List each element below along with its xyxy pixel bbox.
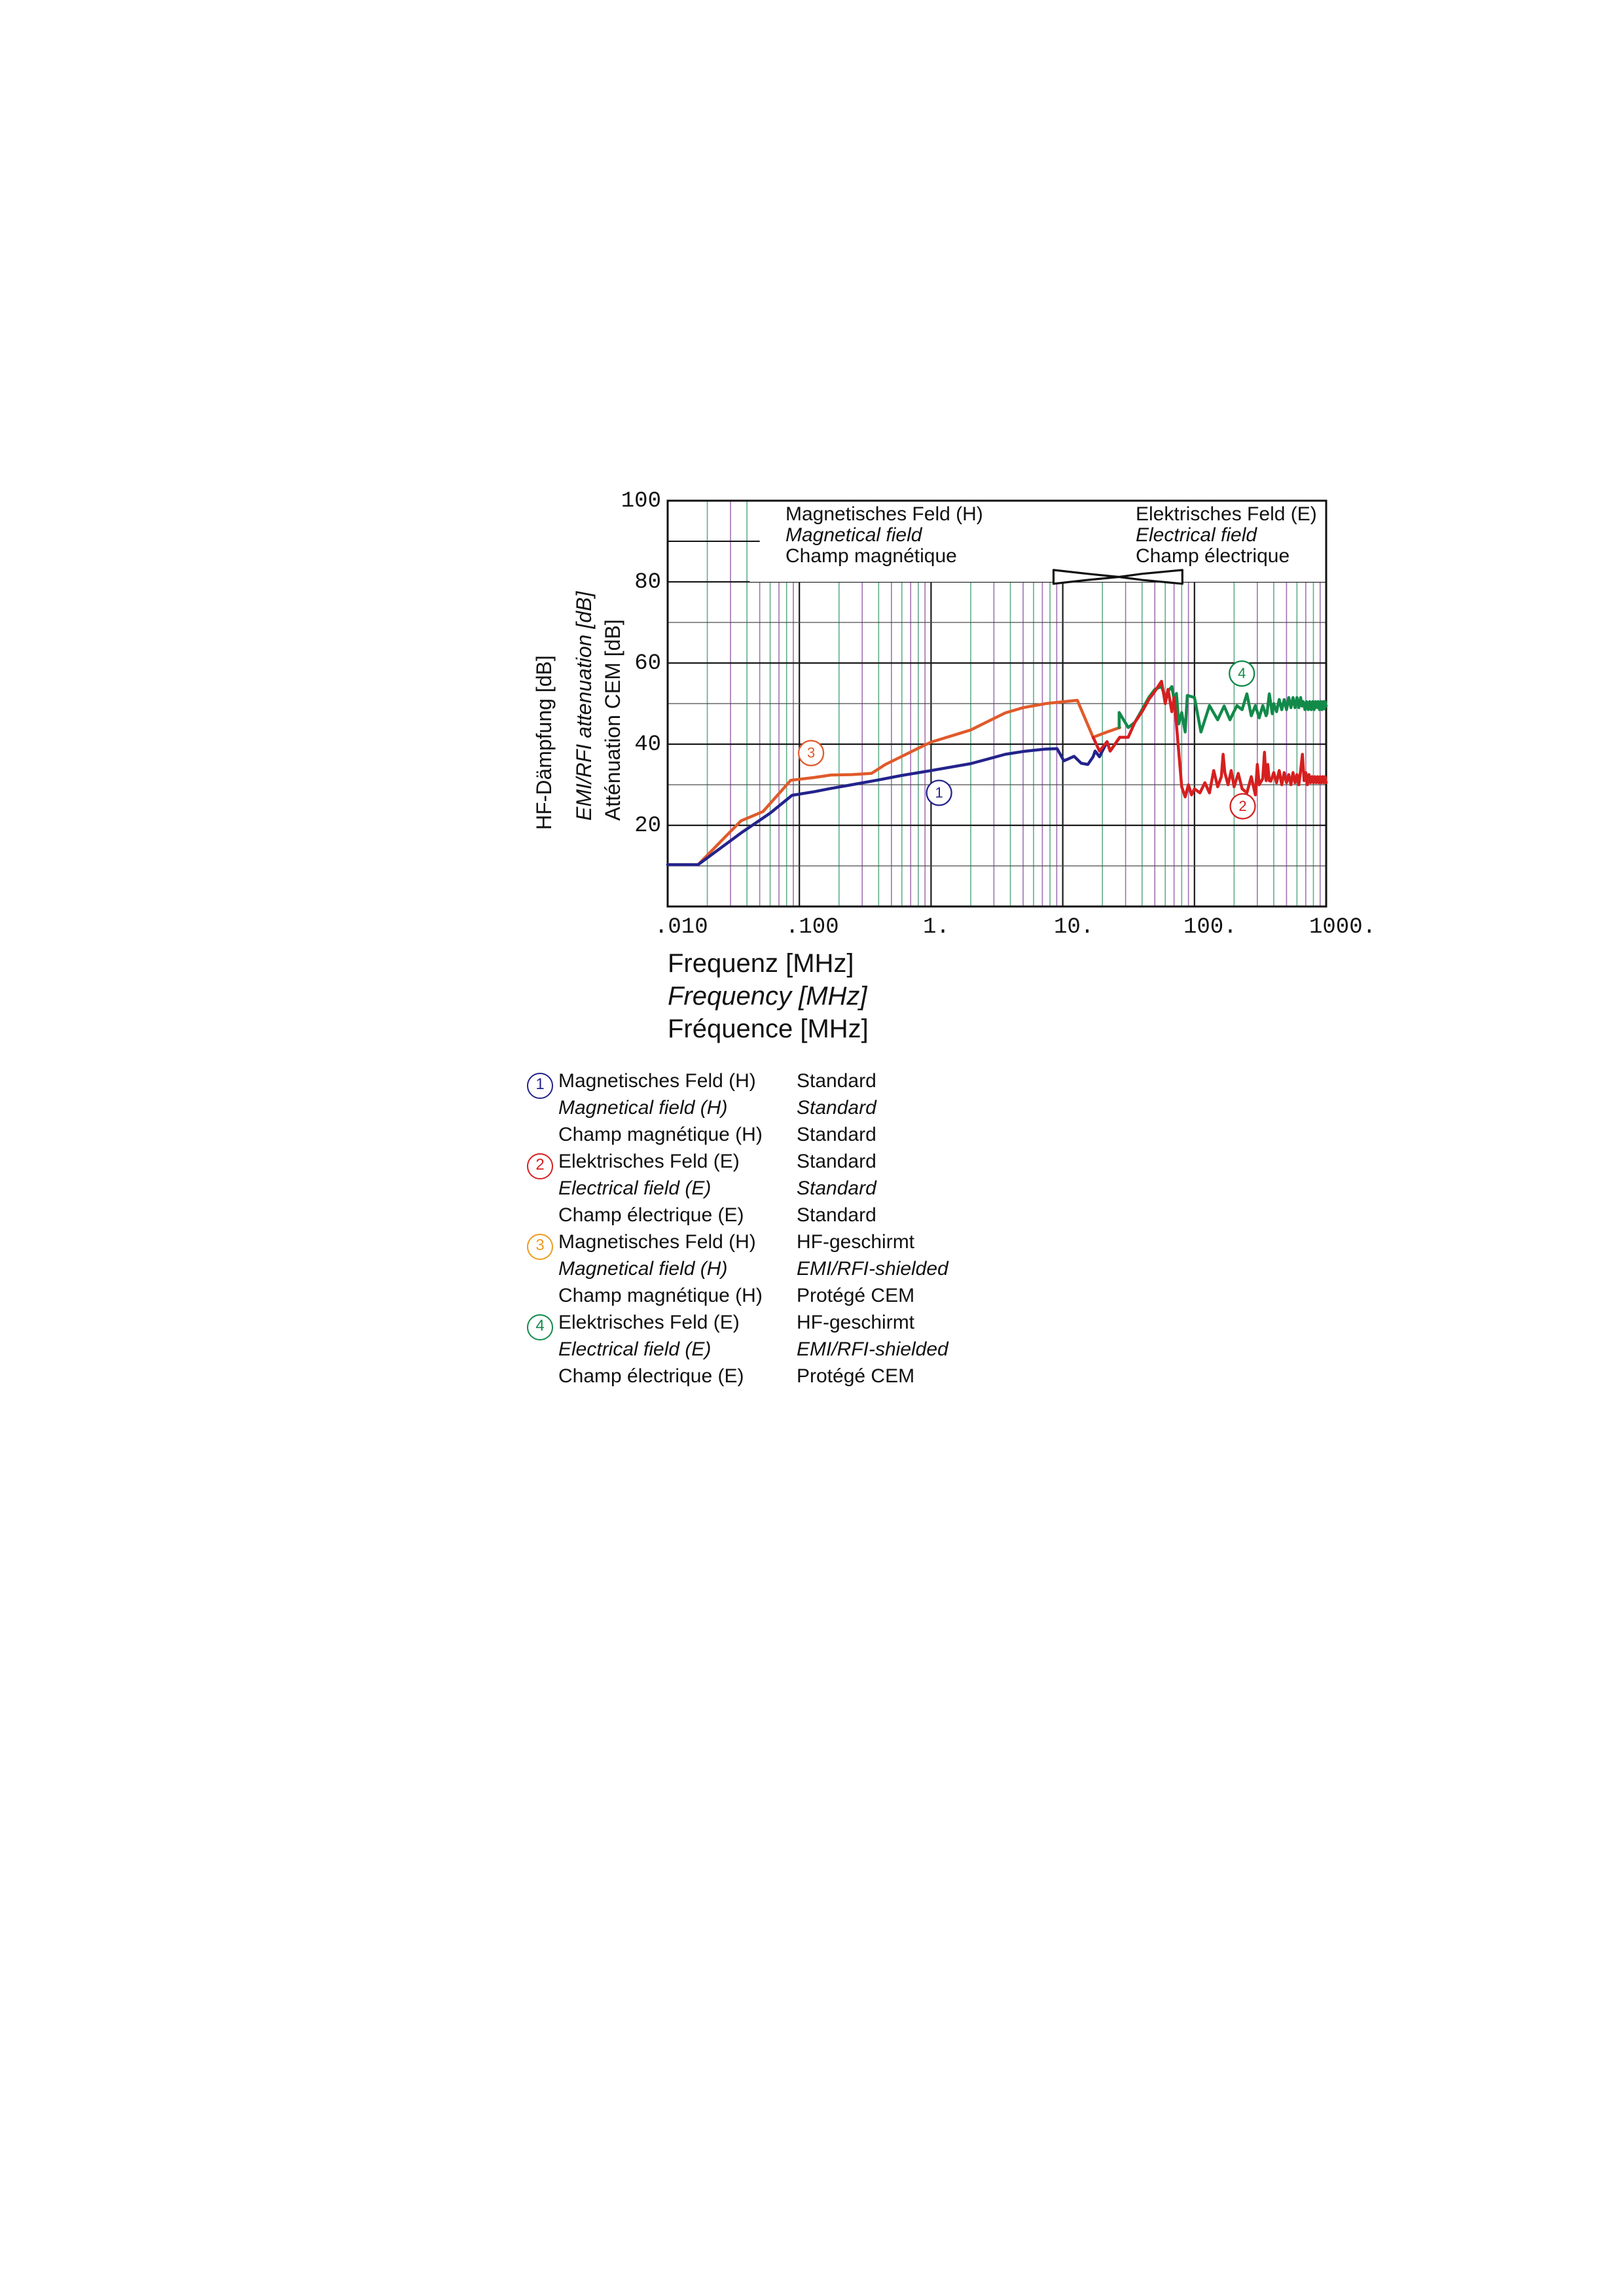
svg-text:Elektrisches Feld (E): Elektrisches Feld (E)	[1136, 503, 1317, 525]
svg-text:3: 3	[807, 745, 815, 761]
svg-text:2: 2	[1238, 798, 1246, 814]
svg-text:Champ magnétique: Champ magnétique	[785, 545, 957, 567]
svg-text:Magnetical field: Magnetical field	[785, 524, 923, 546]
svg-text:Electrical field: Electrical field	[1136, 524, 1257, 546]
svg-text:Champ électrique: Champ électrique	[1136, 545, 1290, 567]
svg-text:1: 1	[935, 784, 943, 800]
svg-text:Magnetisches Feld (H): Magnetisches Feld (H)	[785, 503, 983, 525]
svg-text:4: 4	[1238, 665, 1246, 681]
